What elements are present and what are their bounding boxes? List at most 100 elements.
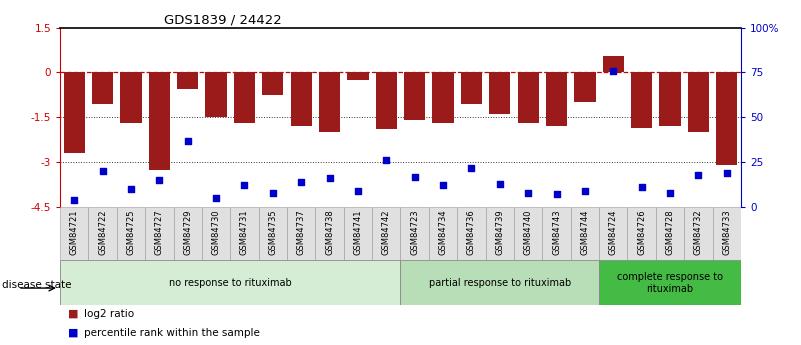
Point — [493, 181, 506, 186]
Point — [409, 174, 421, 179]
Bar — [88, 207, 117, 260]
Text: GSM84744: GSM84744 — [581, 210, 590, 255]
Point — [521, 190, 534, 195]
Bar — [291, 72, 312, 126]
Bar — [92, 72, 113, 104]
Text: complete response to
rituximab: complete response to rituximab — [617, 272, 723, 294]
Bar — [60, 260, 400, 305]
Text: GSM84740: GSM84740 — [524, 210, 533, 255]
Bar — [316, 207, 344, 260]
Point — [352, 188, 364, 194]
Text: GDS1839 / 24422: GDS1839 / 24422 — [164, 14, 282, 27]
Point — [465, 165, 478, 170]
Bar — [202, 207, 231, 260]
Bar — [631, 72, 652, 128]
Bar — [461, 72, 482, 104]
Text: GSM84731: GSM84731 — [240, 210, 249, 255]
Bar — [120, 72, 142, 123]
Bar — [514, 207, 542, 260]
Text: GSM84734: GSM84734 — [439, 210, 448, 255]
Bar — [517, 72, 539, 123]
Bar — [599, 207, 627, 260]
Point — [635, 185, 648, 190]
Bar — [376, 72, 397, 129]
Text: GSM84729: GSM84729 — [183, 210, 192, 255]
Bar — [206, 72, 227, 117]
Bar — [485, 207, 514, 260]
Text: GSM84722: GSM84722 — [99, 210, 107, 255]
Point — [68, 197, 81, 203]
Text: GSM84721: GSM84721 — [70, 210, 78, 255]
Bar — [457, 207, 485, 260]
Text: GSM84723: GSM84723 — [410, 210, 419, 255]
Bar — [149, 72, 170, 170]
Bar — [546, 72, 567, 126]
Bar — [659, 72, 681, 126]
Bar — [429, 207, 457, 260]
Text: log2 ratio: log2 ratio — [84, 309, 135, 319]
Point — [96, 168, 109, 174]
Bar — [400, 207, 429, 260]
Bar — [684, 207, 713, 260]
Bar — [372, 207, 400, 260]
Point — [380, 158, 392, 163]
Bar — [117, 207, 145, 260]
Bar — [599, 260, 741, 305]
Bar — [234, 72, 255, 123]
Text: GSM84739: GSM84739 — [495, 210, 505, 255]
Text: ■: ■ — [68, 309, 78, 319]
Text: GSM84735: GSM84735 — [268, 210, 277, 255]
Point — [550, 192, 563, 197]
Text: ■: ■ — [68, 328, 78, 338]
Bar — [688, 72, 709, 132]
Bar — [287, 207, 316, 260]
Text: GSM84730: GSM84730 — [211, 210, 220, 255]
Bar — [319, 72, 340, 132]
Text: GSM84742: GSM84742 — [382, 210, 391, 255]
Text: GSM84741: GSM84741 — [353, 210, 362, 255]
Text: no response to rituximab: no response to rituximab — [169, 278, 292, 288]
Text: GSM84732: GSM84732 — [694, 210, 702, 255]
Text: GSM84725: GSM84725 — [127, 210, 135, 255]
Bar — [344, 207, 372, 260]
Point — [663, 190, 676, 195]
Text: GSM84743: GSM84743 — [552, 210, 561, 255]
Text: percentile rank within the sample: percentile rank within the sample — [84, 328, 260, 338]
Bar — [60, 207, 88, 260]
Bar — [145, 207, 174, 260]
Text: GSM84726: GSM84726 — [637, 210, 646, 255]
Point — [153, 177, 166, 183]
Bar — [574, 72, 595, 102]
Point — [692, 172, 705, 177]
Text: GSM84736: GSM84736 — [467, 210, 476, 255]
Bar — [489, 72, 510, 114]
Point — [323, 176, 336, 181]
Text: GSM84728: GSM84728 — [666, 210, 674, 255]
Bar — [177, 72, 199, 89]
Text: GSM84737: GSM84737 — [296, 210, 306, 255]
Bar — [542, 207, 570, 260]
Bar — [627, 207, 656, 260]
Bar — [174, 207, 202, 260]
Bar — [259, 207, 287, 260]
Point — [238, 183, 251, 188]
Bar — [262, 72, 284, 95]
Text: partial response to rituximab: partial response to rituximab — [429, 278, 571, 288]
Point — [267, 190, 280, 195]
Point — [210, 195, 223, 201]
Point — [295, 179, 308, 185]
Point — [720, 170, 733, 176]
Text: disease state: disease state — [2, 280, 72, 289]
Bar — [716, 72, 738, 165]
Point — [181, 138, 194, 144]
Point — [578, 188, 591, 194]
Bar — [348, 72, 368, 80]
Bar — [713, 207, 741, 260]
Point — [437, 183, 449, 188]
Bar — [570, 207, 599, 260]
Bar — [602, 56, 624, 72]
Bar — [404, 72, 425, 120]
Point — [607, 68, 620, 73]
Text: GSM84738: GSM84738 — [325, 210, 334, 255]
Bar — [656, 207, 684, 260]
